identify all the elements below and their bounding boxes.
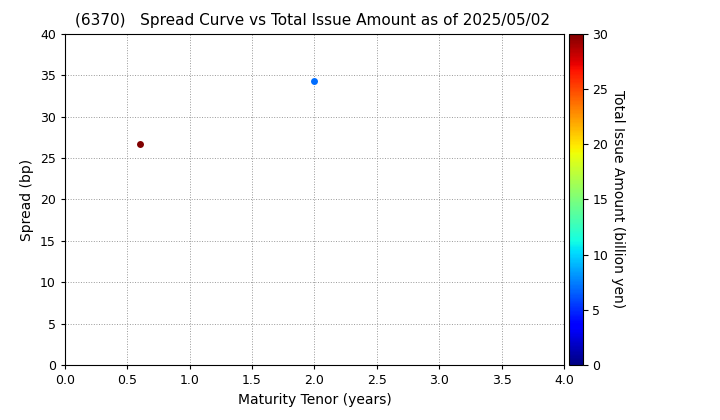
Y-axis label: Spread (bp): Spread (bp) — [20, 158, 35, 241]
Point — [134, 141, 145, 147]
X-axis label: Maturity Tenor (years): Maturity Tenor (years) — [238, 393, 392, 407]
Y-axis label: Total Issue Amount (billion yen): Total Issue Amount (billion yen) — [611, 90, 625, 309]
Point — [309, 78, 320, 84]
Text: (6370)   Spread Curve vs Total Issue Amount as of 2025/05/02: (6370) Spread Curve vs Total Issue Amoun… — [75, 13, 550, 28]
